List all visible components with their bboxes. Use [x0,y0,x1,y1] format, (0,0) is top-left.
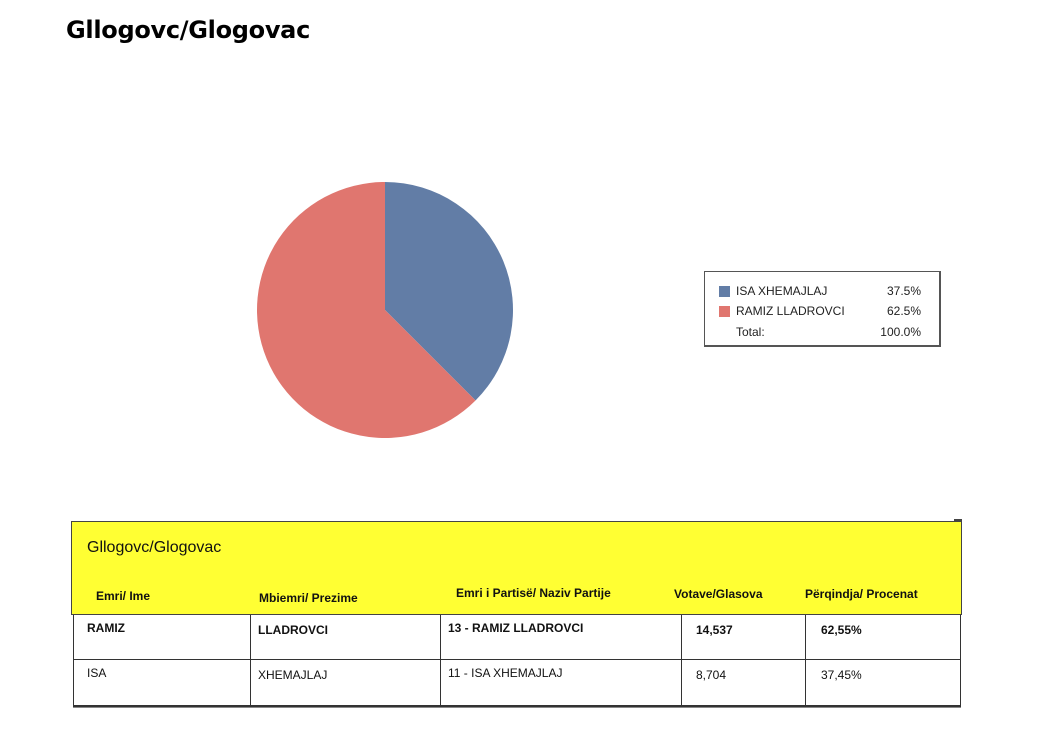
column-divider [681,615,682,707]
results-table: Gllogovc/Glogovac Emri/ Ime Mbiemri/ Pre… [71,521,962,711]
table-cell: ISA [87,666,107,680]
legend-swatch-ramiz [719,305,730,317]
table-cell: RAMIZ [87,621,125,635]
table-cell: 14,537 [696,623,733,637]
legend-total: Total: 100.0% [719,324,921,340]
table-bottom-rule [73,707,961,708]
table-cell: 37,45% [821,668,862,682]
table-cell: XHEMAJLAJ [258,668,328,682]
legend-label: RAMIZ LLADROVCI [736,304,845,318]
legend-value: 62.5% [886,304,921,318]
table-cell: 13 - RAMIZ LLADROVCI [448,621,584,635]
header-party: Emri i Partisë/ Naziv Partije [456,586,611,600]
legend-value: 37.5% [886,284,921,298]
table-cell: 62,55% [821,623,862,637]
legend-swatch-isa [719,285,730,297]
header-percent: Përqindja/ Procenat [805,587,918,601]
chart-legend: ISA XHEMAJLAJ 37.5% RAMIZ LLADROVCI 62.5… [704,271,941,347]
page-title: Gllogovc/Glogovac [66,16,310,44]
legend-item-ramiz: RAMIZ LLADROVCI 62.5% [719,303,921,319]
table-cell: LLADROVCI [258,623,328,637]
pie-slice-ramiz-lladrovci [257,182,476,438]
column-divider [250,615,251,707]
pie-slice-isa-xhemajlaj [385,182,513,401]
header-last-name: Mbiemri/ Prezime [259,591,358,605]
table-cell: 8,704 [696,668,727,682]
legend-label: ISA XHEMAJLAJ [736,284,828,298]
legend-total-label: Total: [736,325,765,339]
row-divider [74,659,960,660]
table-header-band: Gllogovc/Glogovac Emri/ Ime Mbiemri/ Pre… [71,521,962,615]
pie-chart [257,182,513,438]
header-first-name: Emri/ Ime [96,589,151,603]
header-votes: Votave/Glasova [674,587,763,601]
column-divider [805,615,806,707]
table-body: RAMIZ LLADROVCI 13 - RAMIZ LLADROVCI 14,… [73,615,961,707]
table-title: Gllogovc/Glogovac [87,539,222,556]
table-corner-mark [954,519,962,521]
column-divider [440,615,441,707]
table-cell: 11 - ISA XHEMAJLAJ [448,666,563,680]
legend-total-value: 100.0% [880,325,921,339]
legend-item-isa: ISA XHEMAJLAJ 37.5% [719,283,921,299]
